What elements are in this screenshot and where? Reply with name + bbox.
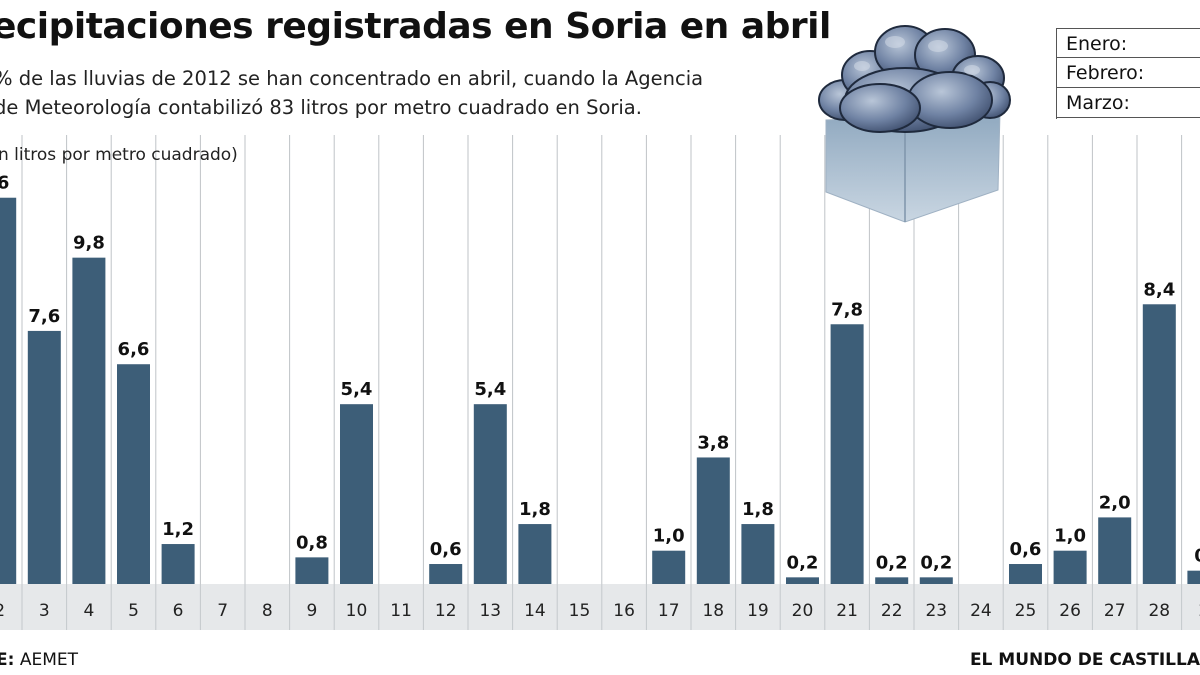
bar-value-label: 0,2 [876,552,908,573]
bar [875,577,909,584]
bars: ,6 7,6 9,8 6,6 1,2 0,8 5,4 0,6 5,4 1,8 1,0 3,8 1,8 0,… [0,173,1200,584]
x-tick-label: 9 [306,601,317,621]
bar [696,457,730,584]
x-tick-label: 8 [262,601,273,621]
x-tick-label: 7 [217,601,228,621]
x-tick-label: 16 [613,601,635,621]
bar [295,557,329,584]
x-tick-label: 2 [0,601,5,621]
x-tick-label: 25 [1015,601,1037,621]
bar [72,257,106,584]
x-tick-label: 17 [658,601,680,621]
x-tick-label: 26 [1059,601,1081,621]
x-tick-label: 10 [346,601,368,621]
bar [1053,550,1087,584]
x-tick-label: 2 [1198,601,1200,621]
x-tick-label: 27 [1104,601,1126,621]
bar [518,524,552,584]
source-note: E: AEMET [0,650,78,670]
x-tick-label: 3 [39,601,50,621]
bar-value-label: 1,0 [653,526,685,547]
bar [652,550,686,584]
month-row-febrero: Febrero: [1056,58,1200,88]
bar-value-label: 0, [1194,546,1200,567]
month-row-marzo: Marzo: [1056,88,1200,118]
bar [0,197,17,584]
months-table: Enero: Febrero: Marzo: [1056,28,1200,118]
x-tick-label: 19 [747,601,769,621]
bar-value-label: 3,8 [697,432,729,453]
subtitle-line-1: % de las lluvias de 2012 se han concentr… [0,67,704,90]
x-tick-label: 12 [435,601,457,621]
months-table-frame [1056,28,1057,119]
bar-value-label: 7,6 [28,306,60,327]
bar [161,544,195,584]
subtitle-line-2: de Meteorología contabilizó 83 litros po… [0,96,642,119]
bar-value-label: ,6 [0,173,9,194]
grid-lines [21,135,1183,584]
bar [340,404,373,584]
bar-value-label: 7,8 [831,299,863,320]
bar [741,524,775,584]
bar-value-label: 1,8 [519,499,551,520]
x-tick-label: 20 [792,601,814,621]
chart-title: ecipitaciones registradas en Soria en ab… [0,6,831,47]
rain-cloud-icon [818,25,1011,223]
x-tick-label: 4 [83,601,94,621]
bar-value-label: 0,8 [296,532,328,553]
x-tick-label: 13 [479,601,501,621]
x-tick-label: 6 [173,601,184,621]
x-tick-label: 14 [524,601,546,621]
bar-value-label: 0,2 [920,552,952,573]
bar [27,330,61,584]
bar [1098,517,1132,584]
bar-value-label: 2,0 [1099,492,1131,513]
publisher-credit: EL MUNDO DE CASTILLA [969,650,1200,670]
bar-value-label: 6,6 [118,339,150,360]
bar [429,564,463,584]
x-tick-label: 18 [702,601,724,621]
month-row-enero: Enero: [1056,28,1200,58]
bar [919,577,953,584]
x-axis-ticks: 2345678910111213141516171819202122232425… [0,584,1200,630]
x-tick-label: 15 [569,601,591,621]
chart-subtitle: % de las lluvias de 2012 se han concentr… [0,64,774,122]
x-tick-label: 23 [925,601,947,621]
bar [1142,304,1176,584]
x-tick-label: 21 [836,601,858,621]
bar [830,324,864,584]
bar-value-label: 0,2 [787,552,819,573]
bar-value-label: 9,8 [73,233,105,254]
bar-value-label: 1,2 [162,519,194,540]
bar [117,364,150,584]
bar-value-label: 0,6 [430,539,462,560]
unit-note: n litros por metro cuadrado) [0,145,238,165]
x-tick-label: 28 [1148,601,1170,621]
x-tick-label: 5 [128,601,139,621]
x-tick-label: 24 [970,601,992,621]
bar-value-label: 1,8 [742,499,774,520]
bar [1187,570,1200,584]
bar-value-label: 0,6 [1010,539,1042,560]
x-tick-label: 11 [390,601,412,621]
bar-value-label: 5,4 [341,379,373,400]
source-value: AEMET [19,650,78,670]
bar [1009,564,1042,584]
bar-value-label: 8,4 [1143,279,1175,300]
bar [473,404,507,584]
source-label: E: [0,650,15,670]
bar-value-label: 1,0 [1054,526,1086,547]
bar-value-label: 5,4 [474,379,506,400]
x-tick-label: 22 [881,601,903,621]
bar [786,577,819,584]
